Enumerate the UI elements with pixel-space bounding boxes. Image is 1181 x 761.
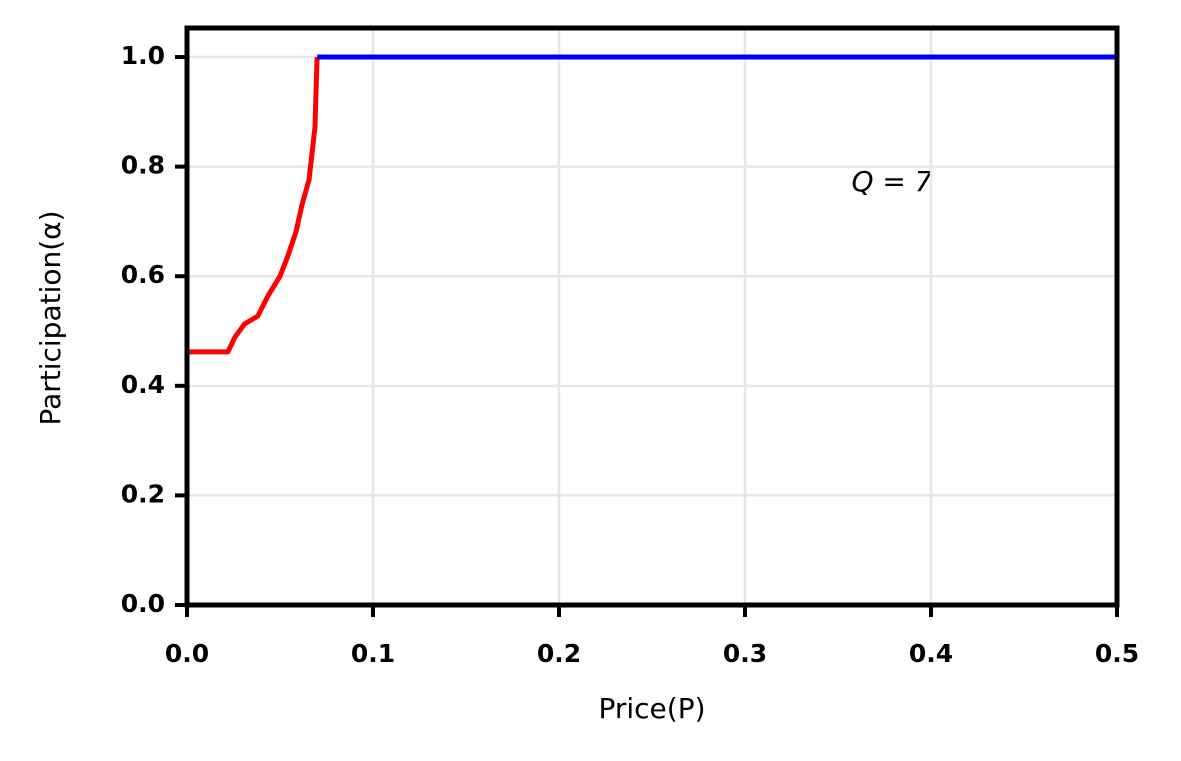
x-tick-label: 0.1: [351, 639, 395, 668]
y-tick-label: 0.2: [121, 479, 165, 508]
x-axis-label: Price(P): [598, 692, 705, 725]
x-tick-label: 0.2: [537, 639, 581, 668]
x-tick-label: 0.3: [723, 639, 767, 668]
plot-frame: [184, 25, 1120, 608]
x-tick-label: 0.0: [165, 639, 209, 668]
y-tick-label: 0.8: [121, 151, 165, 180]
y-tick-label: 0.4: [121, 370, 165, 399]
x-tick-label: 0.4: [909, 639, 953, 668]
x-tick-label: 0.5: [1095, 639, 1139, 668]
y-tick-label: 0.6: [121, 260, 165, 289]
y-tick-label: 1.0: [121, 41, 165, 70]
y-tick-label: 0.0: [121, 589, 165, 618]
line: [187, 56, 320, 355]
y-axis-label: Participation(α): [34, 210, 67, 425]
annotation: Q = 7: [851, 165, 932, 198]
